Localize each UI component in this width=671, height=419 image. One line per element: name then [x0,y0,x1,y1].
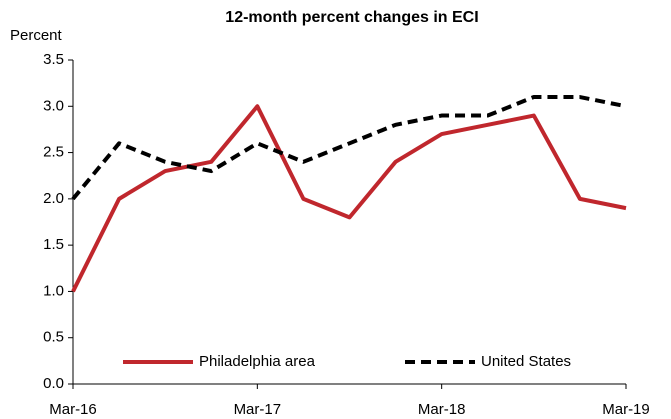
x-tick-label: Mar-16 [49,401,97,418]
chart-title: 12-month percent changes in ECI [225,9,478,26]
y-tick-label: 0.0 [43,375,64,392]
y-tick-label: 1.5 [43,236,64,253]
x-tick-label: Mar-18 [418,401,466,418]
y-axis-label: Percent [10,27,63,44]
y-tick-label: 3.5 [43,51,64,68]
legend-label: United States [481,353,571,370]
y-tick-label: 3.0 [43,97,64,114]
series-line [71,104,627,293]
y-tick-label: 2.5 [43,144,64,161]
y-tick-label: 1.0 [43,282,64,299]
y-tick-label: 2.0 [43,190,64,207]
x-tick-label: Mar-17 [234,401,282,418]
series-line [71,95,627,201]
y-tick-label: 0.5 [43,329,64,346]
x-tick-label: Mar-19 [602,401,650,418]
legend-label: Philadelphia area [199,353,316,370]
